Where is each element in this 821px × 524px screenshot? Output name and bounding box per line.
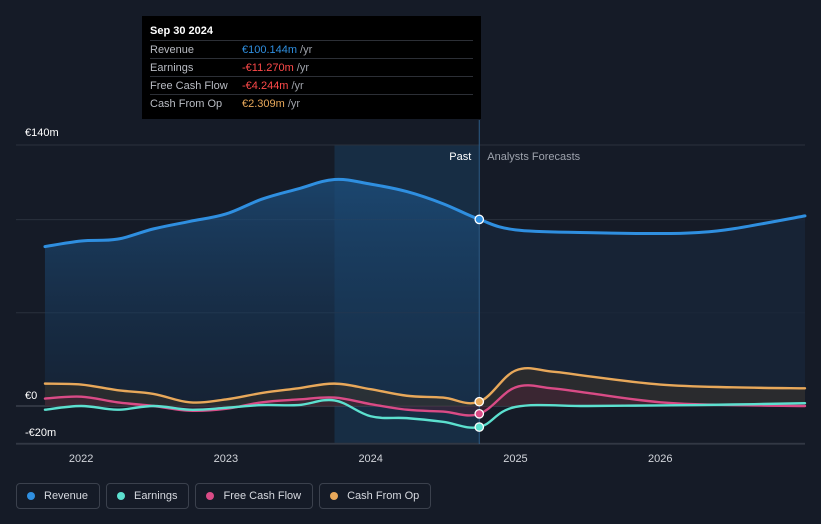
y-tick-label: €140m <box>25 127 59 139</box>
tooltip-row-unit: /yr <box>291 79 304 92</box>
revenue-forecast-area <box>479 215 805 406</box>
tooltip-row: Earnings -€11.270m/yr <box>150 58 473 76</box>
legend: Revenue Earnings Free Cash Flow Cash From O… <box>16 483 432 511</box>
legend-label: Free Cash Flow <box>223 490 302 502</box>
forecast-label: Analysts Forecasts <box>487 151 580 163</box>
x-tick-label: 2026 <box>648 453 672 465</box>
revenue-line <box>43 177 807 249</box>
tooltip-row-unit: /yr <box>287 97 301 110</box>
tooltip-row-label: Cash From Op <box>150 97 223 110</box>
x-tick-label: 2022 <box>69 453 93 465</box>
free-cash-flow-area <box>44 385 806 416</box>
cash-from-op-line <box>43 367 807 405</box>
tooltip-row: Revenue €100.144m/yr <box>150 40 473 58</box>
cash-from-op-marker <box>474 396 485 407</box>
x-tick-label: 2024 <box>358 453 382 465</box>
earnings-marker <box>474 422 485 432</box>
tooltip-row-label: Free Cash Flow <box>150 79 228 92</box>
legend-label: Cash From Op <box>347 490 420 502</box>
y-tick-label: €0 <box>25 390 37 402</box>
y-tick-label: -€20m <box>25 427 56 439</box>
x-tick-label: 2023 <box>214 453 238 465</box>
legend-label: Earnings <box>134 490 178 502</box>
revenue-marker <box>474 214 485 225</box>
tooltip-row-label: Earnings <box>150 61 194 74</box>
revenue-area <box>44 179 480 406</box>
tooltip-row-unit: /yr <box>300 43 313 56</box>
legend-label: Revenue <box>44 490 89 502</box>
legend-item-revenue[interactable]: Revenue <box>16 483 101 509</box>
tooltip-date: Sep 30 2024 <box>150 25 213 37</box>
tooltip-row: Cash From Op €2.309m/yr <box>150 94 473 112</box>
legend-dot-icon <box>330 492 339 500</box>
tooltip-row-value: €2.309m <box>242 97 285 110</box>
legend-item-free-cash-flow[interactable]: Free Cash Flow <box>195 483 314 509</box>
legend-dot-icon <box>117 492 126 500</box>
legend-dot-icon <box>27 492 35 500</box>
tooltip-row-label: Revenue <box>150 43 195 56</box>
tooltip-row-value: -€11.270m <box>242 61 294 74</box>
x-tick-label: 2025 <box>503 453 527 465</box>
legend-item-earnings[interactable]: Earnings <box>106 483 190 509</box>
tooltip-row: Free Cash Flow -€4.244m/yr <box>150 76 473 94</box>
legend-dot-icon <box>206 492 215 500</box>
legend-item-cash-from-op[interactable]: Cash From Op <box>319 483 432 509</box>
tooltip-row-value: €100.144m <box>242 43 298 56</box>
past-label: Past <box>449 151 471 163</box>
tooltip-row-unit: /yr <box>296 61 310 74</box>
tooltip: Sep 30 2024 Revenue €100.144m/yr Earnings -… <box>142 16 481 119</box>
tooltip-row-value: -€4.244m <box>242 79 289 92</box>
free-cash-flow-marker <box>474 408 485 419</box>
earnings-line <box>43 398 807 429</box>
